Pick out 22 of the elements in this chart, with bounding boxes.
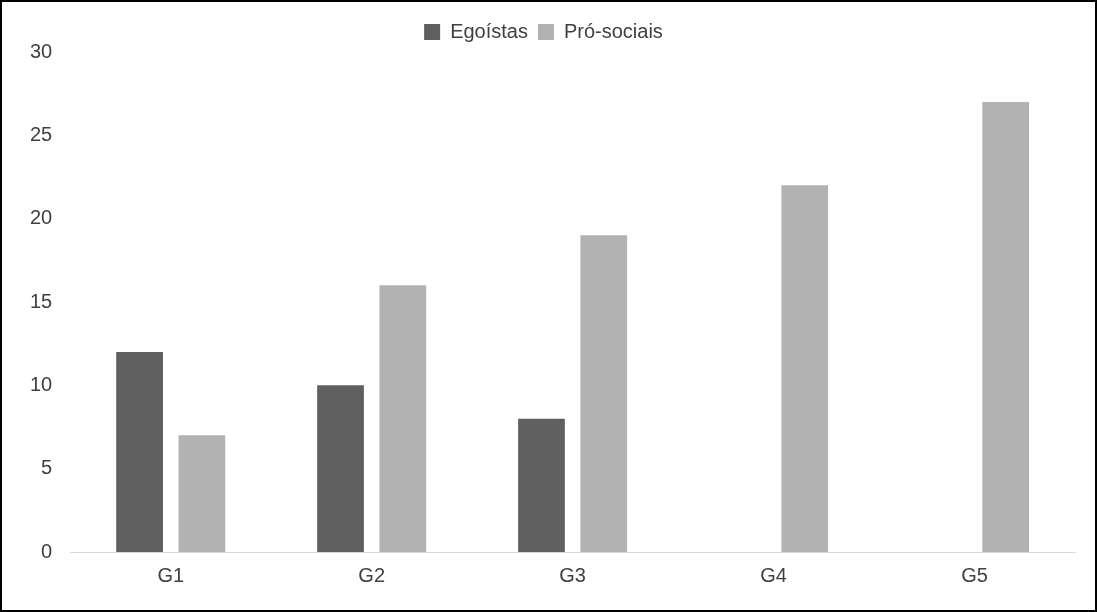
x-tick-label: G3 bbox=[559, 563, 586, 586]
bar bbox=[982, 102, 1030, 552]
bar bbox=[317, 385, 364, 552]
y-tick-label: 25 bbox=[30, 122, 53, 145]
bar bbox=[116, 352, 163, 552]
x-tick-label: G4 bbox=[760, 563, 787, 586]
y-tick-label: 10 bbox=[30, 372, 53, 395]
y-tick-label: 15 bbox=[30, 289, 53, 312]
x-tick-label: G5 bbox=[961, 563, 988, 586]
bar bbox=[580, 235, 628, 552]
bar bbox=[518, 418, 565, 552]
bar bbox=[379, 285, 427, 552]
legend-label: Pró-sociais bbox=[563, 19, 663, 42]
x-tick-label: G1 bbox=[157, 563, 185, 586]
y-tick-label: 0 bbox=[41, 539, 53, 562]
bar bbox=[178, 435, 226, 552]
y-tick-label: 30 bbox=[30, 39, 53, 62]
y-tick-label: 5 bbox=[41, 456, 53, 479]
legend-label: Egoístas bbox=[450, 19, 528, 42]
bar bbox=[781, 185, 829, 552]
x-tick-label: G2 bbox=[358, 563, 386, 586]
y-tick-label: 20 bbox=[30, 206, 53, 229]
